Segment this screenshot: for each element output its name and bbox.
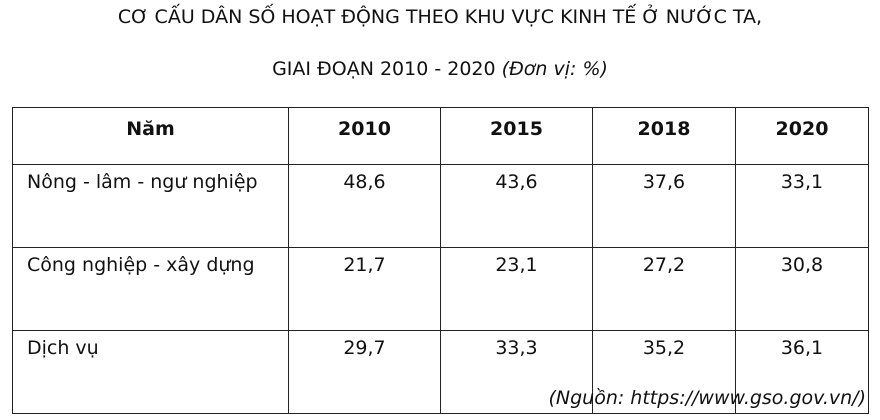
column-header: 2010 [288,107,441,165]
cell: 35,2 [592,330,736,414]
cell: 29,7 [288,330,441,414]
header-row: Năm 2010 2015 2018 2020 [12,107,869,165]
cell: 37,6 [592,164,736,248]
table-body: Nông - lâm - ngư nghiệp 48,6 43,6 37,6 33,1 C… [12,164,869,414]
row-label: Nông - lâm - ngư nghiệp [12,164,289,248]
column-header: 2018 [592,107,736,165]
column-header: Năm [12,107,289,165]
cell: 48,6 [288,164,441,248]
column-header: 2015 [440,107,593,165]
row-label: Công nghiệp - xây dựng [12,247,289,331]
row-label: Dịch vụ [12,330,289,414]
cell: 23,1 [440,247,593,331]
source: (Nguồn: https://www.gso.gov.vn/) [548,387,866,409]
subtitle-line: GIAI ĐOẠN 2010 - 2020 (Đơn vị: %) [0,58,880,80]
cell: 33,1 [735,164,869,248]
table-row: Công nghiệp - xây dựng 21,7 23,1 27,2 30,8 [12,247,869,331]
subtitle: GIAI ĐOẠN 2010 - 2020 [272,58,496,80]
unit: (Đơn vị: %) [501,58,608,80]
cell: 30,8 [735,247,869,331]
table-row: Dịch vụ 29,7 33,3 35,2 36,1 [12,330,869,414]
title: CƠ CẤU DÂN SỐ HOẠT ĐỘNG THEO KHU VỰC KIN… [117,6,763,28]
column-header: 2020 [735,107,869,165]
table-row: Nông - lâm - ngư nghiệp 48,6 43,6 37,6 33,1 [12,164,869,248]
cell: 21,7 [288,247,441,331]
cell: 36,1 [735,330,869,414]
cell: 43,6 [440,164,593,248]
data-table: Năm 2010 2015 2018 2020 Nông - lâm - ngư ngh… [12,107,869,414]
cell: 27,2 [592,247,736,331]
